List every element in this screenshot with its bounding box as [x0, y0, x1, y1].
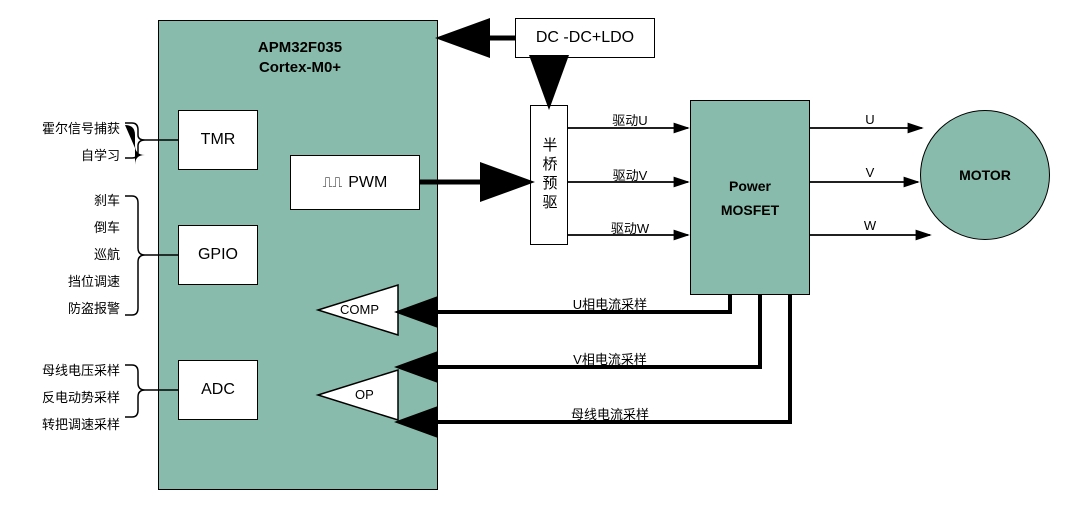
connections-svg: [0, 0, 1080, 512]
